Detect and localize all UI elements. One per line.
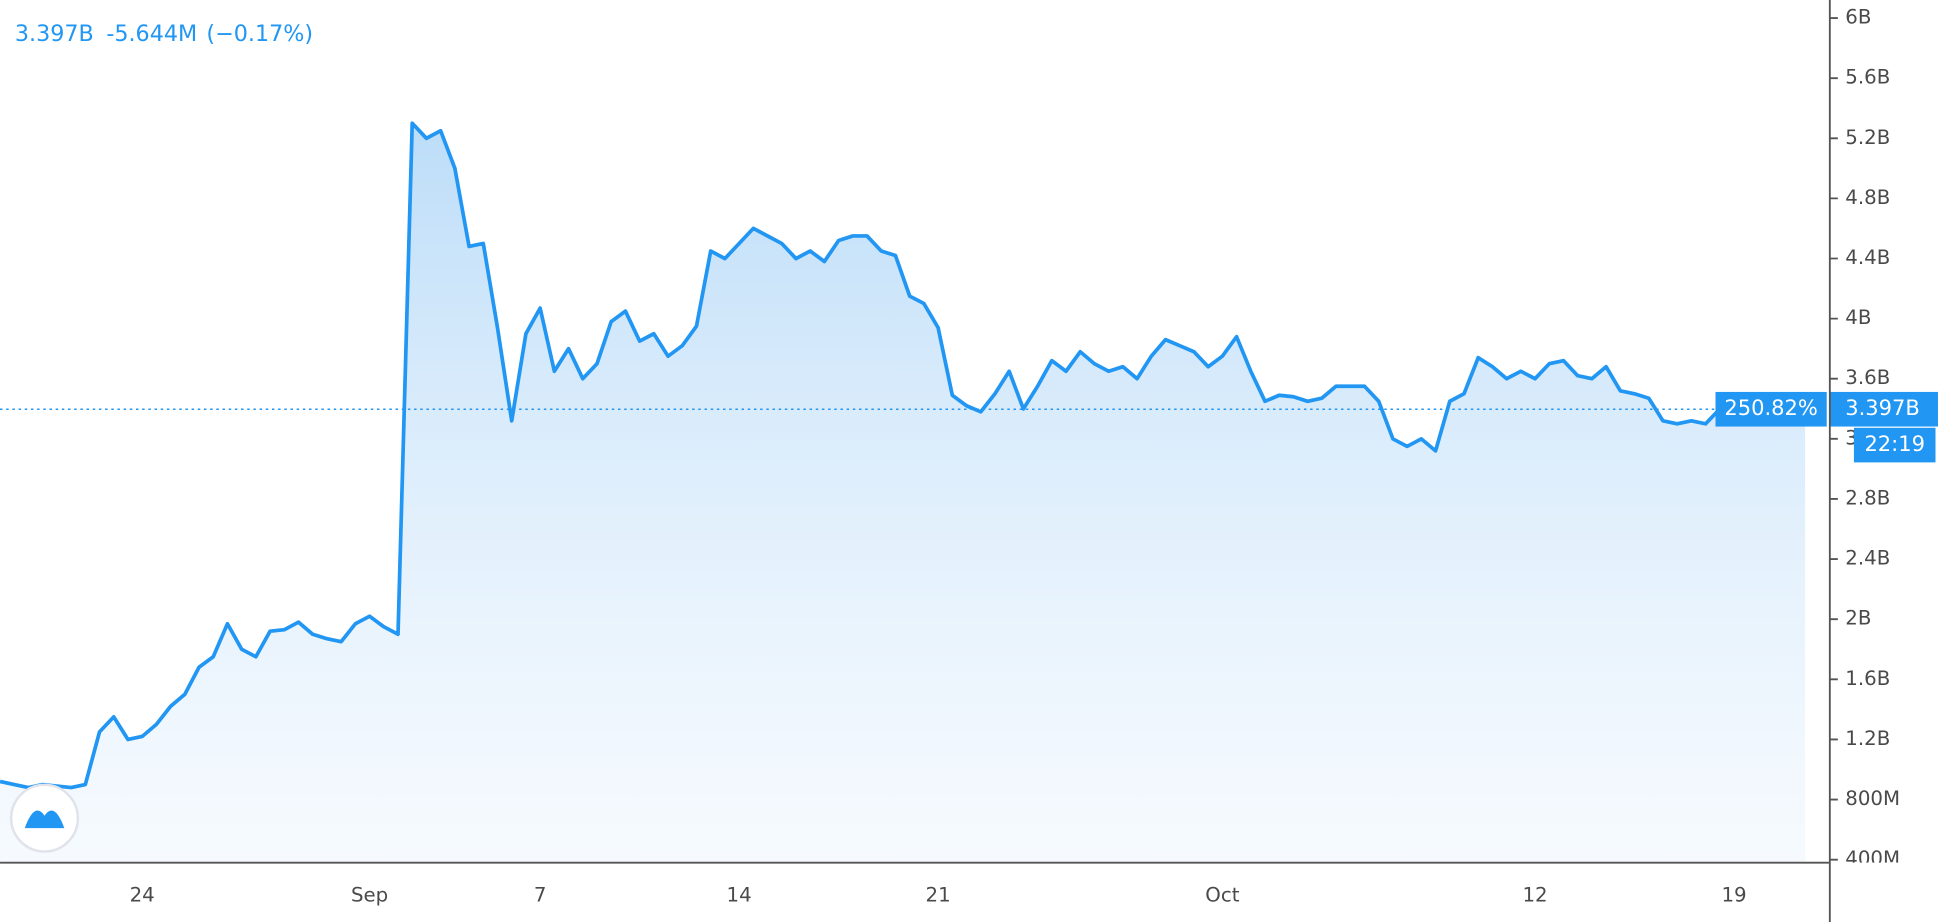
plot-area [0,121,1806,863]
logo-icon[interactable] [24,810,65,829]
y-tick-label: 400M [1845,847,1900,870]
x-tick-label: 14 [727,884,752,907]
percent-label-box [1715,391,1827,427]
x-tick-label: 19 [1721,884,1746,907]
y-tick-label: 5.2B [1845,126,1890,149]
x-tick-label: Oct [1205,884,1239,907]
x-axis: 24 Sep 7 14 21 Oct 12 19 [130,884,1747,907]
x-tick-label: 12 [1522,884,1547,907]
line [0,121,1806,790]
last-value-label: 3.397B [1845,395,1920,420]
y-tick-label: 2.4B [1845,547,1890,570]
y-tick-label: 800M [1845,787,1900,810]
x-tick-label: 21 [926,884,951,907]
countdown-label: 22:19 [1864,431,1925,456]
y-tick-label: 5.6B [1845,66,1890,89]
header-change-pct: (−0.17%) [206,21,313,47]
x-tick-label: Sep [351,884,388,907]
y-tick-label: 4B [1845,306,1871,329]
last-value-box [1830,391,1938,427]
y-tick-label: 1.6B [1845,667,1890,690]
overlay: 250.82% 3.397B 22:19 [0,391,1938,463]
header-change: -5.644M [106,21,197,47]
y-tick-label: 3.6B [1845,366,1890,389]
y-tick-label: 1.2B [1845,727,1890,750]
y-tick-label: 2.8B [1845,486,1890,509]
percent-label: 250.82% [1724,395,1817,420]
logo[interactable] [9,783,80,853]
y-tick-label: 4.4B [1845,246,1890,269]
header-last: 3.397B [15,21,94,47]
x-tick-label: 24 [130,884,155,907]
x-tick-label: 7 [534,884,547,907]
area-fill [0,123,1806,863]
y-tick-label: 6B [1845,6,1871,29]
countdown-box [1853,427,1936,463]
y-tick-label: 2B [1845,607,1871,630]
y-tick-label: 4.8B [1845,186,1890,209]
